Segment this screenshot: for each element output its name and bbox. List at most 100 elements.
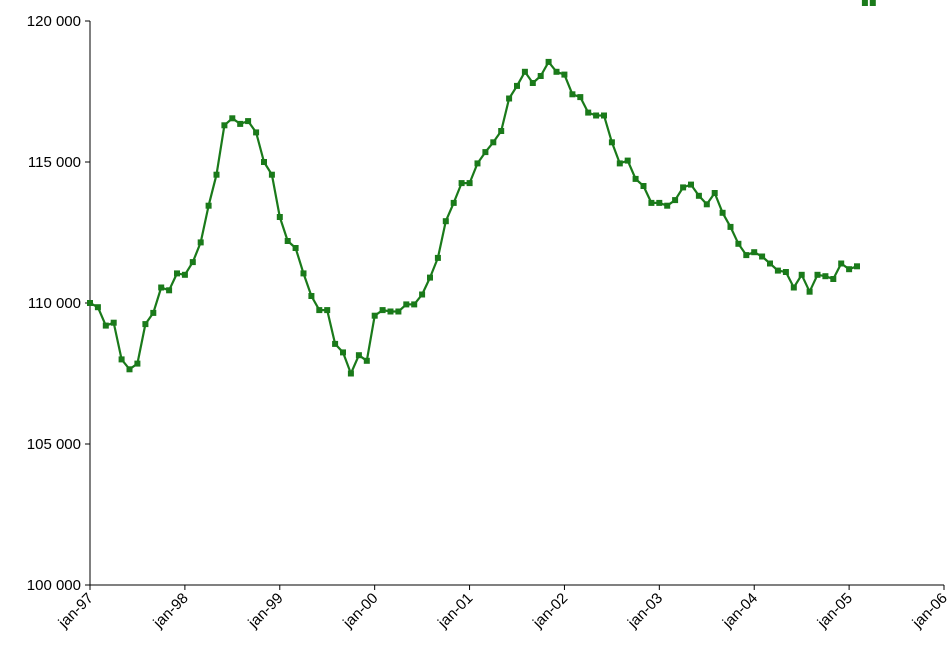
x-tick-label: jan-04: [719, 590, 761, 632]
data-point: [213, 171, 220, 178]
data-point: [118, 356, 125, 363]
data-point: [593, 112, 600, 119]
data-point: [237, 120, 244, 127]
data-point: [434, 254, 441, 261]
data-point: [861, 0, 868, 6]
data-point: [640, 183, 647, 189]
x-tick-label: jan-06: [909, 590, 947, 632]
data-point: [830, 276, 837, 282]
data-point: [680, 184, 687, 191]
data-point: [142, 321, 149, 328]
x-tick-label: jan-00: [339, 590, 381, 632]
data-point: [735, 240, 742, 247]
series-line: [89, 60, 858, 375]
data-point: [308, 293, 315, 299]
data-point: [229, 115, 236, 122]
data-point: [545, 58, 552, 65]
data-point: [261, 159, 267, 165]
data-point: [569, 91, 576, 98]
data-point: [695, 192, 702, 199]
data-point: [158, 284, 165, 291]
x-tick-label: jan-03: [624, 590, 666, 632]
data-point: [110, 319, 117, 326]
data-point: [869, 0, 876, 6]
data-point: [624, 157, 631, 164]
data-point: [743, 252, 750, 259]
data-point: [284, 238, 291, 244]
data-point: [616, 160, 623, 167]
data-point: [332, 340, 339, 347]
data-point: [474, 160, 481, 167]
data-point: [656, 199, 663, 206]
data-point: [102, 322, 109, 329]
data-point: [759, 253, 766, 260]
data-point: [205, 202, 212, 209]
data-point: [782, 269, 789, 275]
data-point: [537, 73, 544, 79]
data-point: [506, 95, 513, 102]
data-point: [419, 291, 426, 298]
data-point: [340, 349, 346, 356]
x-axis-ticks: jan-97 jan-98 jan-99 jan-00 jan-01 jan-02 jan-…: [55, 585, 947, 632]
data-point: [87, 300, 93, 306]
data-point: [521, 68, 528, 75]
data-point: [276, 214, 283, 220]
data-point: [767, 260, 773, 267]
series-markers: [87, 0, 876, 377]
data-point: [790, 284, 797, 291]
data-point: [395, 308, 402, 315]
data-point: [798, 271, 805, 278]
data-point: [134, 360, 141, 367]
data-point: [585, 109, 592, 116]
x-tick-label: jan-05: [814, 590, 856, 632]
data-point: [529, 80, 536, 86]
data-point: [371, 312, 378, 319]
data-point: [632, 175, 639, 182]
data-point: [427, 274, 433, 281]
x-tick-label: jan-99: [244, 590, 286, 632]
data-point: [806, 288, 813, 295]
data-point: [490, 139, 497, 146]
data-point: [458, 180, 465, 187]
data-point: [379, 307, 386, 314]
data-point: [553, 68, 560, 75]
data-point: [854, 263, 860, 270]
data-point: [711, 190, 718, 196]
y-tick-label: 115 000: [28, 154, 81, 171]
data-point: [363, 357, 370, 364]
data-point: [577, 94, 584, 101]
data-point: [253, 129, 260, 136]
data-point: [814, 271, 821, 278]
y-axis-ticks: 100 000 105 000 110 000 115 000 120 000: [27, 13, 90, 594]
data-point: [751, 249, 758, 256]
data-point: [727, 223, 734, 230]
data-point: [774, 267, 781, 274]
data-point: [601, 112, 607, 119]
y-tick-label: 100 000: [27, 577, 81, 594]
data-point: [150, 309, 157, 316]
y-tick-label: 110 000: [28, 295, 81, 312]
data-point: [94, 304, 101, 311]
data-point: [822, 273, 829, 280]
data-point: [387, 308, 394, 315]
data-point: [846, 266, 853, 273]
data-point: [719, 209, 726, 216]
data-point: [688, 181, 694, 188]
data-point: [466, 180, 473, 187]
data-point: [347, 370, 354, 377]
x-tick-label: jan-02: [529, 590, 571, 632]
data-point: [268, 171, 275, 178]
data-point: [561, 71, 568, 78]
data-point: [672, 197, 679, 204]
data-point: [608, 139, 615, 146]
data-point: [324, 307, 331, 314]
data-point: [482, 149, 489, 156]
data-point: [316, 307, 323, 314]
data-point: [411, 301, 418, 308]
data-point: [838, 260, 845, 267]
data-point: [355, 352, 362, 359]
data-point: [514, 82, 520, 89]
data-point: [442, 218, 449, 225]
x-tick-label: jan-97: [55, 590, 97, 632]
